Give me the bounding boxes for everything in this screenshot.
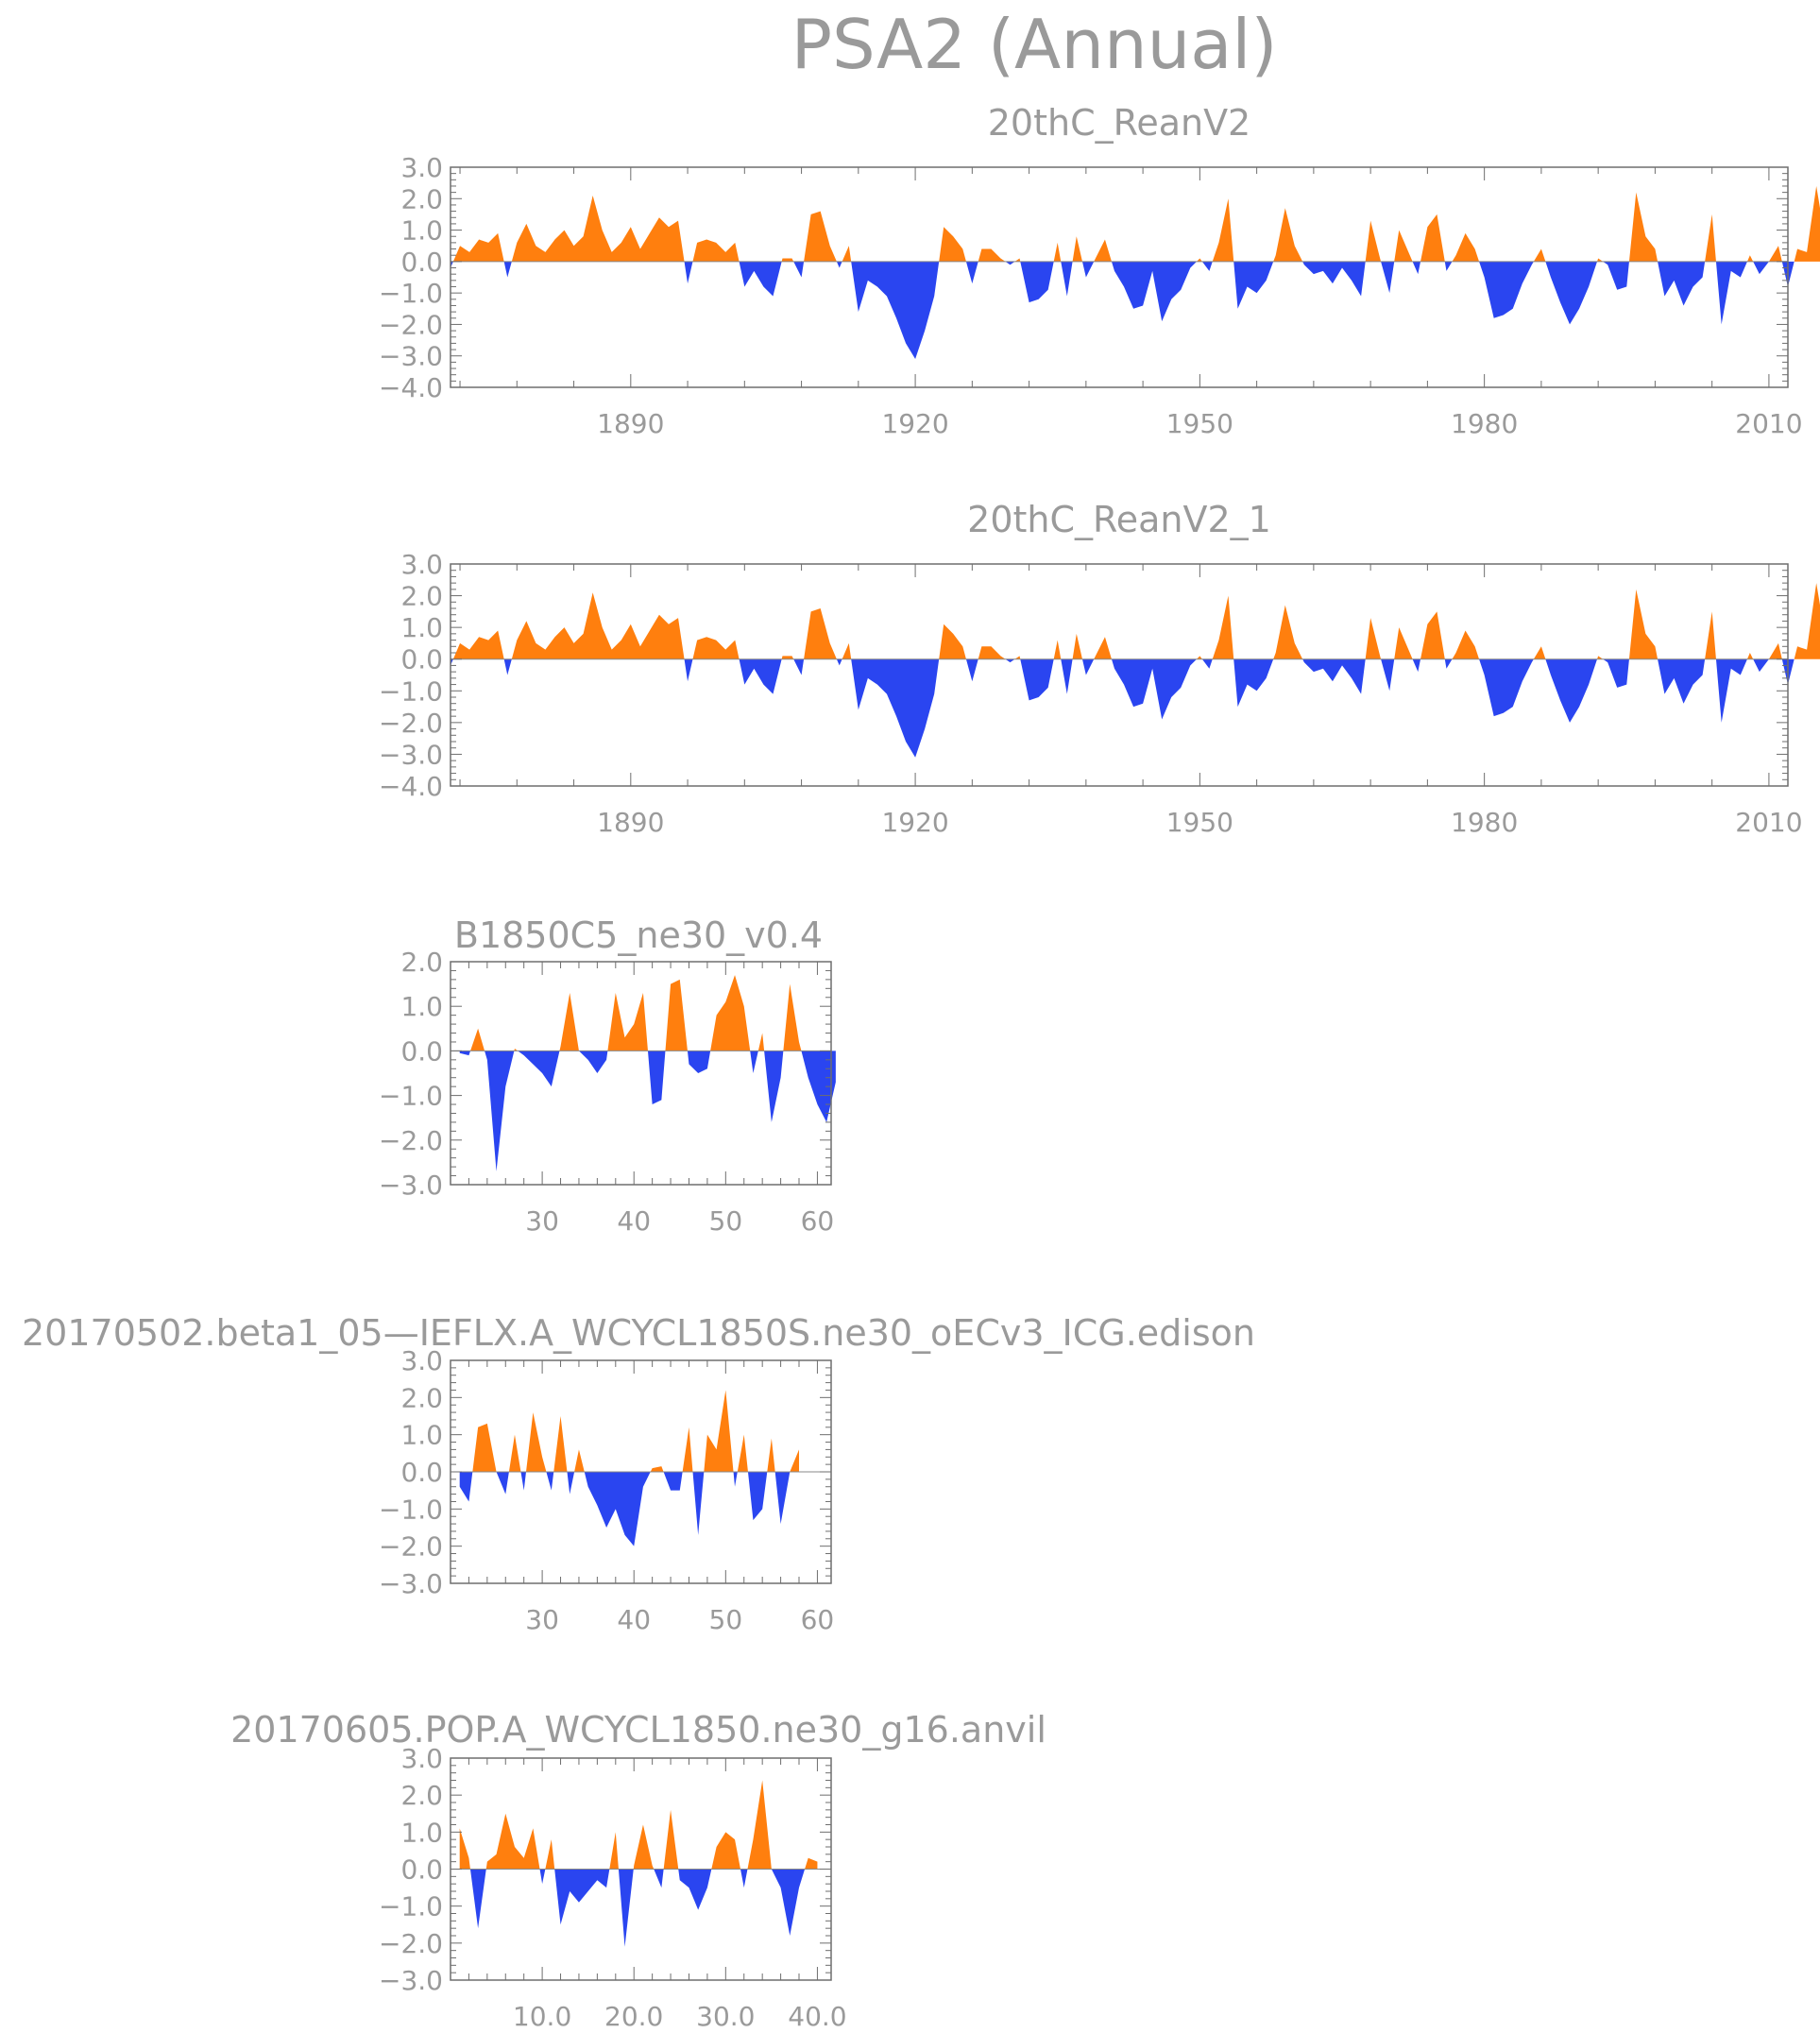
x-tick-label: 1950 xyxy=(1166,408,1233,439)
panel-title: B1850C5_ne30_v0.4 xyxy=(454,914,823,956)
x-tick-label: 60 xyxy=(801,1604,835,1635)
y-tick-label: −1.0 xyxy=(379,1891,443,1922)
y-tick-label: −1.0 xyxy=(379,278,443,309)
y-tick-label: 0.0 xyxy=(400,1854,443,1886)
negative-anomaly-area xyxy=(459,1472,800,1546)
panel-title: 20170605.POP.A_WCYCL1850.ne30_g16.anvil xyxy=(230,1709,1046,1751)
y-tick-label: 1.0 xyxy=(400,1817,443,1848)
plot-area: 2.0 1.0 0.0 −1.0 −2.0 −3.0 30 40 50 60 xyxy=(379,947,836,1237)
x-tick-label: 1980 xyxy=(1451,408,1518,439)
positive-anomaly-area xyxy=(459,1780,818,1870)
x-tick-label: 1980 xyxy=(1451,807,1518,838)
y-tick-label: −1.0 xyxy=(379,1494,443,1525)
x-tick-label: 10.0 xyxy=(513,2001,571,2032)
panel-title: 20thC_ReanV2 xyxy=(988,102,1251,144)
positive-anomaly-area xyxy=(451,583,1820,659)
panel-20170502: 20170502.beta1_05—IEFLX.A_WCYCL1850S.ne3… xyxy=(22,1312,1255,1635)
plot-frame xyxy=(450,563,1789,787)
positive-anomaly-area xyxy=(459,975,836,1051)
x-tick-label: 1890 xyxy=(597,807,664,838)
figure-title: PSA2 (Annual) xyxy=(791,5,1278,84)
plot-area: 3.02.01.00.0−1.0−2.0−3.0−4.0 1890 1920 1950… xyxy=(379,152,1820,439)
positive-anomaly-area xyxy=(451,185,1820,262)
panel-title: 20170502.beta1_05—IEFLX.A_WCYCL1850S.ne3… xyxy=(22,1312,1255,1354)
y-tick-label: 3.0 xyxy=(400,152,443,183)
y-tick-label: −2.0 xyxy=(379,1125,443,1156)
y-tick-label: 0.0 xyxy=(400,1035,443,1067)
x-tick-label: 60 xyxy=(801,1205,835,1237)
y-tick-label: 2.0 xyxy=(400,1382,443,1413)
y-tick-label: 0.0 xyxy=(400,1457,443,1488)
y-tick-label: −3.0 xyxy=(379,1965,443,1996)
y-tick-label: 1.0 xyxy=(400,215,443,247)
positive-anomaly-area xyxy=(459,1390,800,1472)
y-tick-label: −2.0 xyxy=(379,1928,443,1959)
x-tick-label: 30 xyxy=(525,1604,559,1635)
x-tick-label: 1920 xyxy=(881,807,948,838)
x-tick-label: 30 xyxy=(525,1205,559,1237)
y-tick-label: −2.0 xyxy=(379,1531,443,1563)
y-tick-label: 3.0 xyxy=(400,1743,443,1774)
y-tick-label: 2.0 xyxy=(400,947,443,978)
y-tick-label: −4.0 xyxy=(379,771,443,802)
x-tick-label: 2010 xyxy=(1735,807,1802,838)
negative-anomaly-area xyxy=(451,658,1820,758)
y-tick-label: 2.0 xyxy=(400,581,443,612)
y-tick-label: −1.0 xyxy=(379,675,443,707)
y-tick-label: 0.0 xyxy=(400,644,443,675)
x-tick-label: 20.0 xyxy=(604,2001,663,2032)
panel-20170605: 20170605.POP.A_WCYCL1850.ne30_g16.anvil … xyxy=(230,1709,1046,2032)
x-tick-label: 40.0 xyxy=(788,2001,846,2032)
y-tick-label: −4.0 xyxy=(379,372,443,403)
plot-area: 3.02.01.00.0−1.0−2.0−3.0−4.0 1890 1920 1950… xyxy=(379,549,1820,838)
y-tick-label: −2.0 xyxy=(379,708,443,739)
panel-20thc-reanv2: 20thC_ReanV2 3.02.01.00.0−1.0−2.0−3.0−4.… xyxy=(379,102,1820,439)
panel-b1850c5: B1850C5_ne30_v0.4 2.0 1.0 0.0 −1.0 −2.0 −3.0 3… xyxy=(379,914,836,1237)
y-tick-label: −3.0 xyxy=(379,1568,443,1599)
y-tick-label: 3.0 xyxy=(400,1345,443,1376)
y-tick-label: 3.0 xyxy=(400,549,443,580)
x-tick-label: 50 xyxy=(709,1604,743,1635)
x-tick-label: 40 xyxy=(617,1205,651,1237)
plot-area: 3.0 2.0 1.0 0.0 −1.0 −2.0 −3.0 30 40 50 60 xyxy=(379,1345,834,1635)
negative-anomaly-area xyxy=(451,261,1820,360)
negative-anomaly-area xyxy=(459,1051,836,1171)
y-tick-label: −3.0 xyxy=(379,1170,443,1201)
y-tick-label: 1.0 xyxy=(400,1420,443,1451)
x-tick-label: 1920 xyxy=(881,408,948,439)
plot-frame xyxy=(450,166,1789,388)
x-tick-label: 30.0 xyxy=(696,2001,755,2032)
panel-20thc-reanv2-1: 20thC_ReanV2_1 3.02.01.00.0−1.0−2.0−3.0−… xyxy=(379,499,1820,838)
y-tick-label: 2.0 xyxy=(400,1780,443,1811)
x-tick-label: 40 xyxy=(617,1604,651,1635)
y-tick-label: 1.0 xyxy=(400,991,443,1022)
negative-anomaly-area xyxy=(459,1869,818,1947)
x-tick-label: 50 xyxy=(709,1205,743,1237)
x-tick-label: 1950 xyxy=(1166,807,1233,838)
x-tick-label: 2010 xyxy=(1735,408,1802,439)
plot-frame xyxy=(450,961,832,1186)
y-tick-label: −2.0 xyxy=(379,309,443,340)
y-tick-label: −3.0 xyxy=(379,341,443,372)
y-tick-label: 1.0 xyxy=(400,612,443,643)
y-tick-label: −3.0 xyxy=(379,739,443,770)
y-tick-label: 2.0 xyxy=(400,183,443,214)
y-tick-label: 0.0 xyxy=(400,247,443,278)
panel-title: 20thC_ReanV2_1 xyxy=(967,499,1271,540)
x-tick-label: 1890 xyxy=(597,408,664,439)
y-tick-label: −1.0 xyxy=(379,1081,443,1112)
plot-area: 3.0 2.0 1.0 0.0 −1.0 −2.0 −3.0 10.0 20.0 30.0 40.0 xyxy=(379,1743,847,2032)
